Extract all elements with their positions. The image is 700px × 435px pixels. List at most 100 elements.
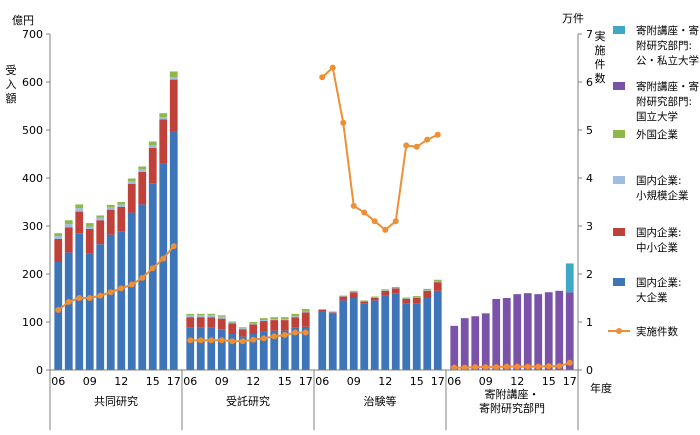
bar-segment-foreign <box>170 71 178 77</box>
bar-segment-foreign <box>402 298 410 299</box>
bar-segment-small <box>149 145 157 147</box>
legend-label-small: 国内企業: 小規模企業 <box>636 174 689 202</box>
legend-label-line: 中小企業 <box>636 241 678 254</box>
bar-segment-sme <box>75 212 83 234</box>
count-point <box>150 265 156 271</box>
bar-segment-foreign <box>186 314 194 315</box>
right-tick-label: 4 <box>586 172 593 185</box>
bar-segment-large <box>329 313 337 370</box>
year-tick-label: 15 <box>542 375 556 388</box>
bar-segment-large <box>186 328 194 370</box>
count-point <box>330 65 336 71</box>
bar-segment-small <box>128 181 136 183</box>
bar-segment-sme <box>117 207 125 232</box>
right-tick-label: 7 <box>586 28 593 41</box>
year-tick-label: 17 <box>431 375 445 388</box>
bar-segment-sme <box>260 321 268 332</box>
bar-segment-foreign <box>197 314 205 315</box>
year-tick-label: 06 <box>51 375 65 388</box>
bar-segment-foreign <box>413 296 421 297</box>
year-tick-label: 12 <box>378 375 392 388</box>
bar-segment-sme <box>218 319 226 330</box>
count-point <box>303 330 309 336</box>
right-axis-title: 実施件数 <box>595 29 606 85</box>
bar-segment-foreign <box>434 280 442 282</box>
year-tick-label: 09 <box>479 375 493 388</box>
bar-segment-sme <box>350 292 358 298</box>
bar-segment-large <box>371 300 379 370</box>
legend-label-line: 公・私立大学 <box>636 54 699 67</box>
count-point <box>556 363 562 369</box>
bar-segment-foreign <box>392 287 400 288</box>
bar-segment-large <box>413 304 421 370</box>
legend-swatch-small <box>613 176 625 184</box>
bar-segment-sme <box>291 317 299 328</box>
bar-segment-sme <box>138 172 146 205</box>
count-point <box>424 137 430 143</box>
bar-segment-foreign <box>381 289 389 290</box>
left-axis-unit: 億円 <box>12 14 34 27</box>
left-axis-title: 受入額 <box>6 64 17 105</box>
bar-segment-national <box>482 313 490 370</box>
legend-label-foreign: 外国企業 <box>636 128 678 141</box>
bar-segment-sme <box>392 288 400 293</box>
bar-segment-sme <box>371 298 379 300</box>
bar-segment-small <box>54 236 62 239</box>
bar-segment-sme <box>170 80 178 132</box>
count-point <box>351 203 357 209</box>
group-label: 共同研究 <box>94 394 138 408</box>
count-point <box>271 333 277 339</box>
bar-segment-foreign <box>96 215 104 217</box>
count-point <box>340 120 346 126</box>
left-tick-label: 500 <box>22 124 43 137</box>
bar-segment-national <box>471 316 479 370</box>
bar-segment-foreign <box>75 204 83 208</box>
count-point <box>361 210 367 216</box>
bar-segment-small <box>86 226 94 228</box>
right-tick-label: 2 <box>586 268 593 281</box>
bar-segment-sme <box>65 227 73 252</box>
bar-segment-small <box>159 117 167 119</box>
legend-label-line: 寄附講座・寄 <box>636 80 699 93</box>
year-tick-label: 12 <box>114 375 128 388</box>
count-point <box>403 142 409 148</box>
count-point <box>483 364 489 370</box>
left-tick-label: 600 <box>22 76 43 89</box>
bar-segment-foreign <box>159 113 167 117</box>
legend-swatch-national <box>613 82 625 90</box>
legend-label-line: 附研究部門: <box>636 95 692 108</box>
bar-segment-public_private <box>566 263 574 292</box>
right-tick-label: 5 <box>586 124 593 137</box>
bar-segment-small <box>218 317 226 319</box>
bar-segment-large <box>423 298 431 370</box>
count-point <box>97 293 103 299</box>
count-point <box>472 364 478 370</box>
bar-segment-national <box>524 293 532 370</box>
bar-segment-large <box>207 328 215 370</box>
legend-label-line: 国内企業: <box>636 174 682 187</box>
count-point <box>567 360 573 366</box>
right-axis-title-glyph: 実 <box>595 29 606 43</box>
legend-label-count: 実施件数 <box>636 325 678 338</box>
count-point <box>393 218 399 224</box>
bar-segment-large <box>107 235 115 370</box>
count-point <box>219 337 225 343</box>
count-point <box>535 364 541 370</box>
bar-segment-small <box>228 322 236 323</box>
legend-label-line: 小規模企業 <box>636 189 689 202</box>
count-point <box>546 363 552 369</box>
bar-segment-small <box>270 319 278 320</box>
count-point <box>229 338 235 344</box>
legend-label-line: 附研究部門: <box>636 39 692 52</box>
bar-segment-large <box>360 304 368 370</box>
bar-segment-sme <box>96 220 104 244</box>
legend-label-large: 国内企業:大企業 <box>636 276 682 304</box>
group-label: 受託研究 <box>226 394 270 408</box>
year-tick-label: 09 <box>83 375 97 388</box>
count-point <box>66 299 72 305</box>
bar-segment-large <box>339 300 347 370</box>
count-point <box>187 337 193 343</box>
bar-segment-small <box>65 224 73 227</box>
legend-label-line: 国立大学 <box>636 110 678 123</box>
